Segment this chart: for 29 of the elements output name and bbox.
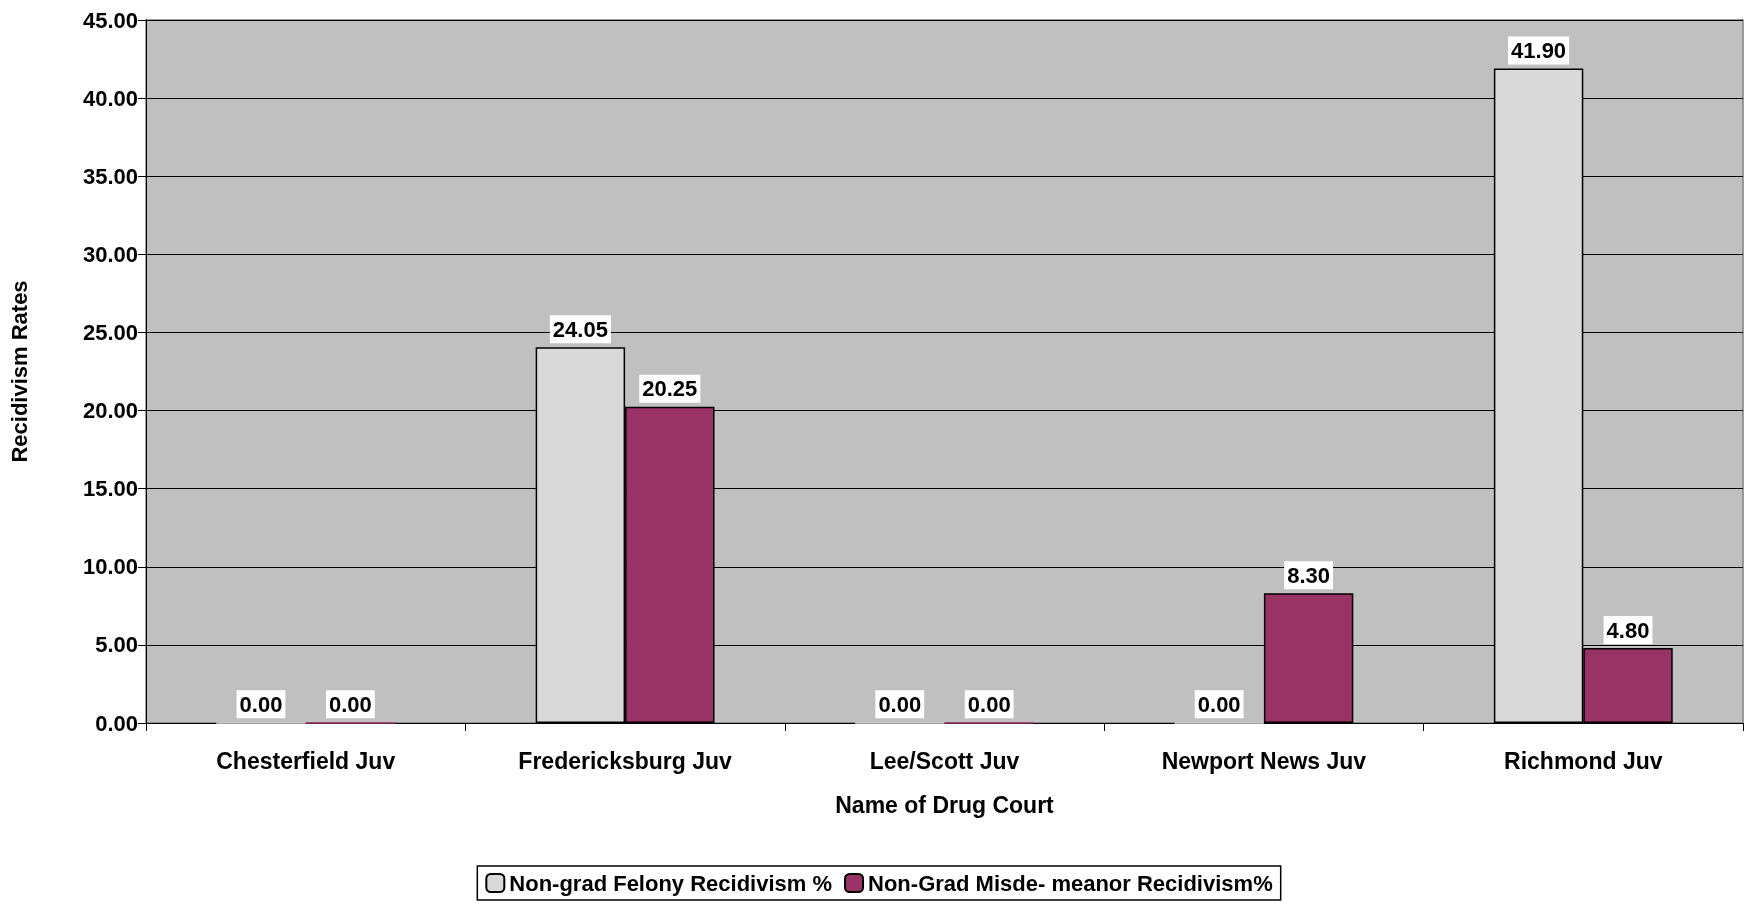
y-tick-label: 40.00 xyxy=(82,85,138,111)
x-tick-label: Chesterfield Juv xyxy=(216,747,396,774)
y-tick-label: 0.00 xyxy=(95,710,138,736)
data-label: 0.00 xyxy=(329,691,372,717)
y-tick-label: 35.00 xyxy=(82,163,138,189)
y-tick-label: 5.00 xyxy=(95,632,138,658)
y-tick-label: 45.00 xyxy=(82,7,138,33)
y-tick-label: 25.00 xyxy=(82,319,138,345)
legend-label: Non-grad Felony Recidivism % xyxy=(509,870,833,896)
y-axis-title: Recidivism Rates xyxy=(6,280,32,463)
x-tick-label: Richmond Juv xyxy=(1504,747,1663,774)
y-tick-label: 30.00 xyxy=(82,241,138,267)
legend-label: Non-Grad Misde- meanor Recidivism% xyxy=(868,870,1273,896)
x-axis-title: Name of Drug Court xyxy=(835,791,1055,818)
data-label: 8.30 xyxy=(1287,562,1331,588)
data-label: 24.05 xyxy=(552,316,608,342)
data-label: 0.00 xyxy=(967,691,1011,717)
x-tick-label: Lee/Scott Juv xyxy=(869,747,1020,774)
x-tick-label: Fredericksburg Juv xyxy=(518,747,733,774)
y-tick-label: 15.00 xyxy=(82,476,138,502)
x-tick-label: Newport News Juv xyxy=(1161,747,1367,774)
data-label: 0.00 xyxy=(239,691,283,717)
data-label: 0.00 xyxy=(878,691,922,717)
data-label: 20.25 xyxy=(642,376,698,402)
data-label: 4.80 xyxy=(1606,617,1650,643)
y-tick-label: 20.00 xyxy=(82,398,138,424)
data-label: 0.00 xyxy=(1197,691,1241,717)
y-tick-label: 10.00 xyxy=(82,554,138,580)
data-label: 41.90 xyxy=(1511,37,1567,63)
